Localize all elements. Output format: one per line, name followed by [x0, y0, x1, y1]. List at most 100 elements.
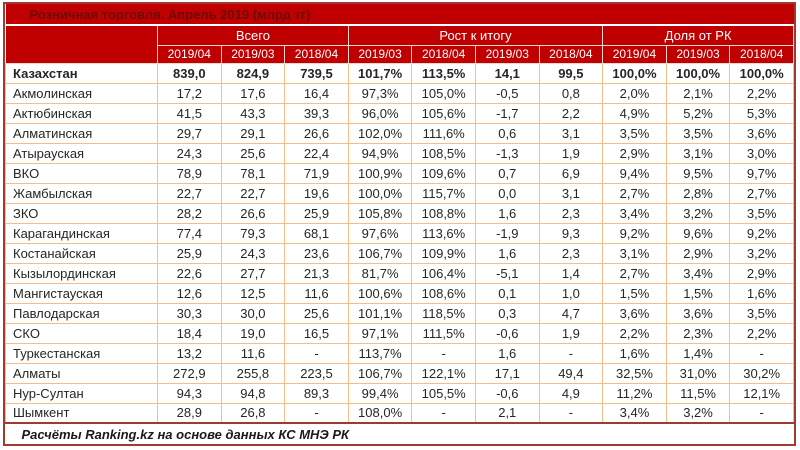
table-footer: Расчёты Ranking.kz на основе данных КС М…: [5, 422, 794, 444]
region-name-cell: Нур-Султан: [5, 382, 158, 404]
period-header-cell: 2019/03: [665, 44, 731, 64]
value-cell: 29,7: [157, 122, 222, 144]
value-cell: 25,6: [284, 302, 349, 324]
retail-trade-table: Розничная торговля. Апрель 2019 (млрд тг…: [5, 4, 794, 444]
period-header-cell: 2019/03: [220, 44, 286, 64]
value-cell: 1,6: [474, 242, 540, 264]
value-cell: 2,2%: [729, 322, 794, 344]
value-cell: 12,6: [157, 282, 222, 304]
value-cell: 41,5: [157, 102, 222, 124]
region-name-cell: Туркестанская: [5, 342, 158, 364]
table-row: Казахстан 839,0 824,9 739,5 101,7% 113,5% 14,1…: [5, 62, 794, 84]
value-cell: 11,6: [284, 282, 349, 304]
value-cell: 2,9%: [665, 242, 731, 264]
value-cell: 9,2%: [729, 222, 794, 244]
value-cell: 223,5: [284, 362, 349, 384]
value-cell: 2,2%: [729, 82, 794, 104]
value-cell: 255,8: [220, 362, 286, 384]
value-cell: 25,9: [157, 242, 222, 264]
value-cell: 2,9%: [602, 142, 667, 164]
group-header-growth: Рост к итогу: [347, 25, 604, 46]
value-cell: 19,0: [220, 322, 286, 344]
value-cell: 94,3: [157, 382, 222, 404]
value-cell: -: [538, 402, 604, 424]
value-cell: -0,6: [474, 382, 540, 404]
region-name-cell: Жамбылская: [5, 182, 158, 204]
period-header-cell: 2019/04: [602, 44, 667, 64]
region-name-cell: Казахстан: [5, 62, 158, 84]
value-cell: 39,3: [284, 102, 349, 124]
value-cell: 2,7%: [602, 182, 667, 204]
region-name-cell: Акмолинская: [5, 82, 158, 104]
value-cell: 3,2%: [665, 202, 731, 224]
value-cell: 2,3%: [665, 322, 731, 344]
value-cell: 49,4: [538, 362, 604, 384]
table-header: Розничная торговля. Апрель 2019 (млрд тг…: [5, 4, 794, 64]
value-cell: 106,4%: [411, 262, 476, 284]
value-cell: 3,6%: [602, 302, 667, 324]
value-cell: 1,4%: [665, 342, 731, 364]
value-cell: 105,0%: [411, 82, 476, 104]
value-cell: -: [411, 342, 476, 364]
value-cell: 118,5%: [411, 302, 476, 324]
value-cell: 0,8: [538, 82, 604, 104]
value-cell: -: [284, 402, 349, 424]
value-cell: 2,3: [538, 242, 604, 264]
value-cell: 0,0: [474, 182, 540, 204]
value-cell: 2,7%: [729, 182, 794, 204]
value-cell: 2,9%: [729, 262, 794, 284]
value-cell: 109,9%: [411, 242, 476, 264]
value-cell: 1,5%: [602, 282, 667, 304]
value-cell: 9,7%: [729, 162, 794, 184]
value-cell: 3,5%: [665, 122, 731, 144]
value-cell: 1,9: [538, 142, 604, 164]
value-cell: 3,5%: [729, 202, 794, 224]
value-cell: 111,5%: [411, 322, 476, 344]
value-cell: 25,9: [284, 202, 349, 224]
value-cell: 97,3%: [347, 82, 413, 104]
value-cell: 78,9: [157, 162, 222, 184]
value-cell: 0,7: [474, 162, 540, 184]
value-cell: 22,7: [157, 182, 222, 204]
value-cell: 3,4%: [665, 262, 731, 284]
region-name-cell: Алматинская: [5, 122, 158, 144]
value-cell: 21,3: [284, 262, 349, 284]
value-cell: -: [729, 342, 794, 364]
value-cell: 31,0%: [665, 362, 731, 384]
table-row: Акмолинская 17,2 17,6 16,4 97,3% 105,0% -0,5 0,…: [5, 82, 794, 104]
value-cell: 101,1%: [347, 302, 413, 324]
value-cell: 3,1%: [665, 142, 731, 164]
value-cell: 100,6%: [347, 282, 413, 304]
value-cell: 3,4%: [602, 402, 667, 424]
value-cell: 13,2: [157, 342, 222, 364]
region-name-cell: Павлодарская: [5, 302, 158, 324]
value-cell: 97,1%: [347, 322, 413, 344]
value-cell: 22,4: [284, 142, 349, 164]
source-note: Расчёты Ranking.kz на основе данных КС М…: [5, 422, 794, 444]
value-cell: 26,8: [220, 402, 286, 424]
value-cell: 9,3: [538, 222, 604, 244]
value-cell: -: [538, 342, 604, 364]
value-cell: 27,7: [220, 262, 286, 284]
value-cell: 30,3: [157, 302, 222, 324]
value-cell: 113,5%: [411, 62, 476, 84]
value-cell: 17,6: [220, 82, 286, 104]
region-column-header: [5, 25, 158, 64]
value-cell: -1,3: [474, 142, 540, 164]
value-cell: 3,5%: [729, 302, 794, 324]
period-header-cell: 2018/04: [538, 44, 604, 64]
value-cell: 9,5%: [665, 162, 731, 184]
value-cell: 11,6: [220, 342, 286, 364]
value-cell: -0,6: [474, 322, 540, 344]
value-cell: 71,9: [284, 162, 349, 184]
footer-row: Расчёты Ranking.kz на основе данных КС М…: [5, 422, 794, 444]
value-cell: 3,5%: [602, 122, 667, 144]
value-cell: 122,1%: [411, 362, 476, 384]
value-cell: 1,6: [474, 202, 540, 224]
value-cell: 77,4: [157, 222, 222, 244]
period-header-row: 2019/04 2019/03 2018/04 2019/03 2018/04 2019/…: [6, 44, 794, 64]
value-cell: 99,5: [538, 62, 604, 84]
value-cell: 9,4%: [602, 162, 667, 184]
region-name-cell: Атырауская: [5, 142, 158, 164]
